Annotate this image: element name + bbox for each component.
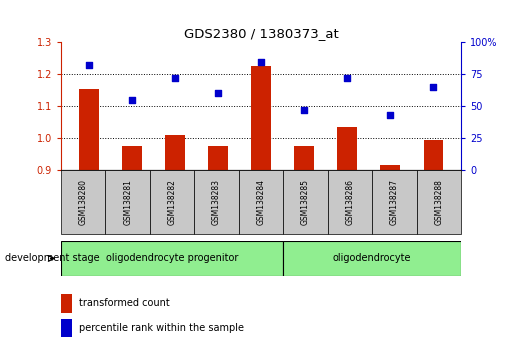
Bar <box>381 165 400 170</box>
Bar <box>417 170 461 234</box>
Bar <box>150 170 195 234</box>
Bar <box>165 135 184 170</box>
Text: GSM138281: GSM138281 <box>123 179 132 225</box>
Bar <box>239 170 283 234</box>
Text: development stage: development stage <box>5 253 100 263</box>
Bar <box>283 241 461 276</box>
Bar <box>338 127 357 170</box>
Text: GSM138288: GSM138288 <box>435 179 444 225</box>
Point <box>128 97 136 103</box>
Text: GSM138284: GSM138284 <box>257 179 266 225</box>
Bar <box>122 146 142 170</box>
Bar <box>328 170 372 234</box>
Bar <box>423 140 443 170</box>
Text: GSM138282: GSM138282 <box>167 179 176 225</box>
Point <box>429 84 437 90</box>
Bar <box>208 146 228 170</box>
Bar <box>372 170 417 234</box>
Point <box>257 59 266 64</box>
Text: GSM138285: GSM138285 <box>301 179 310 225</box>
Bar <box>61 319 72 337</box>
Bar <box>61 170 105 234</box>
Bar <box>105 170 150 234</box>
Point <box>85 63 93 68</box>
Text: GSM138287: GSM138287 <box>390 179 399 225</box>
Point <box>300 107 308 113</box>
Point <box>171 75 179 81</box>
Point <box>214 91 222 96</box>
Text: oligodendrocyte progenitor: oligodendrocyte progenitor <box>106 253 238 263</box>
Bar <box>283 170 328 234</box>
Bar <box>61 294 72 313</box>
Point <box>386 112 394 118</box>
Text: GSM138286: GSM138286 <box>346 179 355 225</box>
Bar <box>195 170 239 234</box>
Bar <box>294 146 314 170</box>
Title: GDS2380 / 1380373_at: GDS2380 / 1380373_at <box>184 27 338 40</box>
Text: percentile rank within the sample: percentile rank within the sample <box>79 323 244 333</box>
Text: oligodendrocyte: oligodendrocyte <box>333 253 411 263</box>
Text: GSM138280: GSM138280 <box>78 179 87 225</box>
Text: transformed count: transformed count <box>79 298 170 308</box>
Bar <box>61 241 283 276</box>
Point <box>343 75 351 81</box>
Bar <box>251 67 271 170</box>
Text: GSM138283: GSM138283 <box>212 179 221 225</box>
Bar <box>79 89 99 170</box>
